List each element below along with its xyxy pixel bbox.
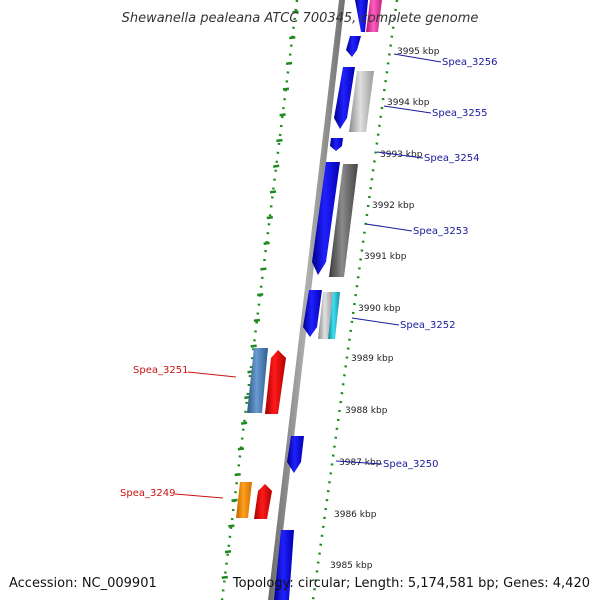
gene-magenta-top <box>366 0 382 32</box>
outer-track-dash <box>263 241 270 245</box>
leader-spea-3249 <box>174 493 224 499</box>
outer-track-dash <box>221 575 228 580</box>
topology-text: Topology: circular; Length: 5,174,581 bp… <box>232 576 590 591</box>
kbp-tick-label: 3995 kbp <box>397 47 440 57</box>
outer-track-dash <box>228 524 235 528</box>
gene-gray-3255 <box>349 71 374 132</box>
minus-strand-genes <box>236 348 286 519</box>
kbp-tick-labels: 3995 kbp 3994 kbp 3993 kbp 3992 kbp 3991… <box>330 47 440 571</box>
plus-strand-genes <box>274 0 382 600</box>
outer-track-dash <box>253 318 261 323</box>
outer-dotted-track <box>220 0 299 600</box>
gene-spea-3252 <box>303 290 322 337</box>
outer-track-dash <box>224 550 232 554</box>
leader-spea-3253 <box>365 223 413 232</box>
gene-spea-3249 <box>254 484 272 519</box>
kbp-tick-label: 3992 kbp <box>372 201 415 211</box>
outer-track-dashes <box>221 10 299 580</box>
outer-track-dash <box>285 61 293 66</box>
gene-label-spea-3251[interactable]: Spea_3251 <box>133 365 188 376</box>
gene-spea-3254 <box>330 138 343 151</box>
outer-track-dash <box>282 87 290 91</box>
kbp-tick-label: 3990 kbp <box>358 304 401 314</box>
gene-orange-3249 <box>236 482 252 518</box>
outer-track-dash <box>273 164 280 168</box>
outer-track-dash <box>250 344 257 348</box>
outer-track-dash <box>289 36 296 40</box>
outer-track-dash <box>240 421 248 425</box>
gene-label-spea-3255[interactable]: Spea_3255 <box>432 108 487 119</box>
gene-spea-3255 <box>334 67 355 129</box>
kbp-tick-label: 3985 kbp <box>330 561 373 571</box>
leader-spea-3254 <box>376 151 424 159</box>
gene-label-spea-3252[interactable]: Spea_3252 <box>400 320 455 331</box>
gene-label-spea-3250[interactable]: Spea_3250 <box>383 459 438 470</box>
outer-track-dash <box>234 472 241 477</box>
outer-track-dash <box>260 267 267 271</box>
gene-steelblue-3251 <box>247 348 268 413</box>
gene-spea-3256 <box>346 36 361 57</box>
leader-spea-3251 <box>187 371 237 378</box>
gene-label-spea-3256[interactable]: Spea_3256 <box>442 57 497 68</box>
kbp-tick-label: 3991 kbp <box>364 252 407 262</box>
gene-blue-bottom <box>274 530 294 600</box>
dotted-tracks <box>220 0 399 600</box>
gene-spea-3251 <box>265 350 286 414</box>
outer-track-dash <box>266 215 273 220</box>
outer-track-dash <box>279 113 286 117</box>
gene-label-spea-3254[interactable]: Spea_3254 <box>424 153 479 164</box>
gene-darkgray-3253 <box>329 164 358 277</box>
gene-spea-3253 <box>312 162 340 275</box>
inner-dotted-track <box>311 0 399 600</box>
accession-text: Accession: NC_009901 <box>9 576 157 591</box>
outer-track-dash <box>231 498 238 502</box>
genome-title: Shewanella pealeana ATCC 700345, complet… <box>122 11 479 26</box>
outer-track-dash <box>276 138 283 143</box>
kbp-tick-label: 3994 kbp <box>387 98 430 108</box>
gene-label-spea-3249[interactable]: Spea_3249 <box>120 488 175 499</box>
outer-track-dash <box>257 293 264 297</box>
leader-spea-3252 <box>351 317 400 326</box>
gene-spea-3250 <box>287 436 304 473</box>
gene-blue-top <box>355 0 368 32</box>
outer-track-dash <box>269 190 277 194</box>
leader-spea-3250 <box>335 460 383 465</box>
leader-spea-3255 <box>383 105 432 114</box>
gene-cyan-3252 <box>328 292 340 339</box>
kbp-tick-label: 3989 kbp <box>351 354 394 364</box>
leader-spea-3256 <box>393 53 442 63</box>
kbp-tick-label: 3986 kbp <box>334 510 377 520</box>
kbp-tick-label: 3988 kbp <box>345 406 388 416</box>
gene-label-leaders <box>174 53 442 499</box>
outer-track-dash <box>237 447 245 451</box>
gene-name-labels[interactable]: Spea_3256 Spea_3255 Spea_3254 Spea_3253 … <box>120 57 497 499</box>
outer-track-dash <box>292 10 299 14</box>
gene-label-spea-3253[interactable]: Spea_3253 <box>413 226 468 237</box>
genome-backbone <box>268 0 345 600</box>
